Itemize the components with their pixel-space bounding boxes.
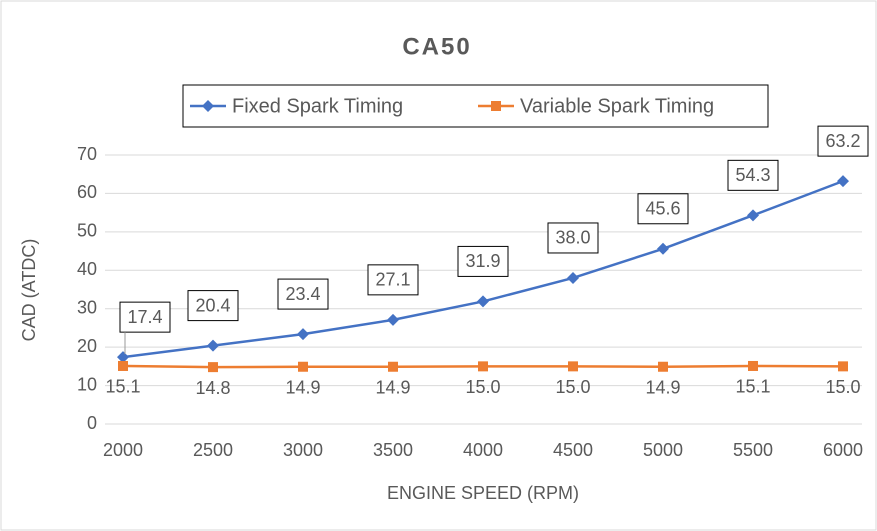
data-label: 14.9 [285,377,320,397]
y-axis-title: CAD (ATDC) [19,239,39,342]
x-tick-label: 3000 [283,440,323,460]
data-label: 23.4 [285,284,320,304]
marker [657,242,669,255]
legend-label: Fixed Spark Timing [232,95,403,117]
marker [478,361,488,372]
marker [388,361,398,372]
data-label: 20.4 [195,295,230,315]
x-tick-label: 2000 [103,440,143,460]
data-label-box [547,222,599,254]
y-tick-label: 50 [77,221,97,241]
data-label: 15.1 [735,377,770,397]
data-label-box [367,264,419,296]
x-tick-label: 2500 [193,440,233,460]
data-label: 15.0 [555,377,590,397]
marker [747,209,759,222]
y-tick-label: 0 [87,413,97,433]
y-tick-label: 40 [77,259,97,279]
data-label-box [119,301,171,333]
marker [568,361,578,372]
data-label-box [727,159,779,191]
marker [118,360,128,371]
y-tick-label: 60 [77,182,97,202]
x-tick-label: 3500 [373,440,413,460]
marker [748,360,758,371]
marker [658,361,668,372]
x-axis-title: ENGINE SPEED (RPM) [387,483,579,503]
marker [298,361,308,372]
legend-label: Variable Spark Timing [520,95,714,117]
data-label: 14.9 [375,377,410,397]
legend-box [182,84,769,128]
data-label-box [817,125,869,157]
marker [202,100,214,112]
y-tick-label: 10 [77,374,97,394]
data-label: 15.1 [105,377,140,397]
marker [477,295,489,308]
marker [208,362,218,373]
data-label-box [457,245,509,277]
marker [387,313,399,326]
data-label: 17.4 [127,307,162,327]
marker [207,339,219,352]
y-tick-label: 30 [77,297,97,317]
data-label-box [637,193,689,225]
marker [567,271,579,284]
data-label: 15.0 [825,377,860,397]
data-label: 14.8 [195,378,230,398]
data-label: 31.9 [465,251,500,271]
y-tick-label: 70 [77,144,97,164]
data-label-box [187,290,239,322]
marker [297,328,309,341]
data-label: 45.6 [645,199,680,219]
y-tick-label: 20 [77,336,97,356]
data-label: 54.3 [735,165,770,185]
x-tick-label: 5500 [733,440,773,460]
marker [838,361,848,372]
chart-title: CA50 [402,33,471,60]
marker [837,175,849,188]
x-tick-label: 4500 [553,440,593,460]
x-tick-label: 4000 [463,440,503,460]
x-tick-label: 5000 [643,440,683,460]
marker [117,351,129,364]
marker [491,101,501,111]
data-label: 15.0 [465,377,500,397]
data-label: 63.2 [825,131,860,151]
data-label: 38.0 [555,228,590,248]
data-label-box [277,278,329,310]
data-label: 14.9 [645,377,680,397]
x-tick-label: 6000 [823,440,863,460]
data-label: 27.1 [375,270,410,290]
